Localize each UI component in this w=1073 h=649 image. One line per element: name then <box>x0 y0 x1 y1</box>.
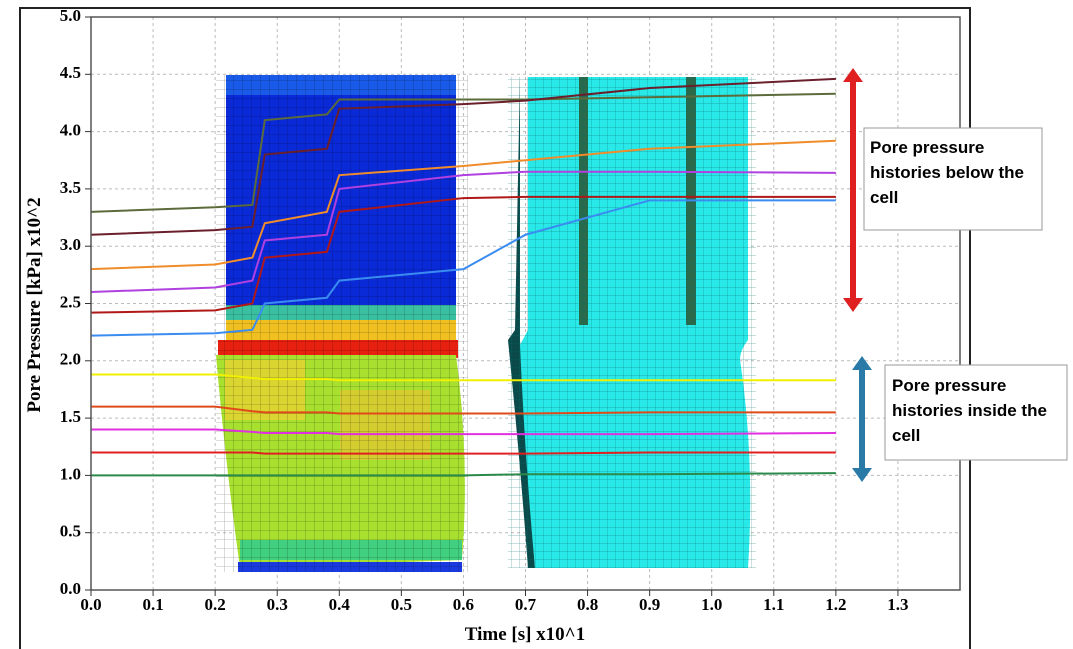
series-line <box>90 77 836 236</box>
x-tick-label: 0.8 <box>577 595 598 614</box>
series-line <box>91 428 836 436</box>
annotation: Pore pressure histories inside the cell <box>892 376 1047 445</box>
y-tick-label: 4.5 <box>60 63 81 82</box>
y-tick-label: 1.5 <box>60 407 81 426</box>
y-axis-label: Pore Pressure [kPa] x10^2 <box>24 197 45 412</box>
y-tick-label: 1.0 <box>60 464 81 483</box>
x-tick-label: 0.6 <box>453 595 474 614</box>
series-line <box>90 139 836 271</box>
mesh-left <box>216 75 468 572</box>
series-line <box>91 451 836 455</box>
x-tick-label: 0.5 <box>391 595 412 614</box>
series-line <box>91 405 836 415</box>
series-line <box>91 373 836 382</box>
x-tick-label: 0.4 <box>329 595 351 614</box>
x-tick-label: 1.3 <box>887 595 908 614</box>
y-tick-label: 2.0 <box>60 350 81 369</box>
x-tick-label: 1.2 <box>825 595 846 614</box>
annotation-wrap: Pore pressure histories below the cell <box>870 138 1024 207</box>
y-tick-label: 0.0 <box>60 579 81 598</box>
x-axis-label: Time [s] x10^1 <box>465 624 585 645</box>
y-tick-label: 3.5 <box>60 178 81 197</box>
series-line <box>90 92 836 213</box>
x-tick-label: 1.1 <box>763 595 784 614</box>
x-tick-label: 0.7 <box>515 595 537 614</box>
frame <box>19 7 971 649</box>
y-tick-label: 5.0 <box>60 6 81 25</box>
y-tick-label: 3.0 <box>60 235 81 254</box>
red-arrow <box>843 68 863 312</box>
blue-arrow <box>852 356 872 482</box>
x-tick-label: 0.2 <box>205 595 226 614</box>
x-tick-label: 0.9 <box>639 595 660 614</box>
x-tick-label: 0.3 <box>267 595 288 614</box>
annotation-box <box>863 127 1043 231</box>
x-tick-label: 1.0 <box>701 595 722 614</box>
series-line <box>90 170 836 294</box>
x-tick-label: 0.1 <box>142 595 163 614</box>
y-tick-label: 4.0 <box>60 121 81 140</box>
annotation-box <box>884 364 1068 461</box>
lines <box>90 77 836 477</box>
x-tick-label: 0.0 <box>80 595 101 614</box>
series-line <box>91 472 836 477</box>
series-line <box>90 195 836 314</box>
y-tick-label: 0.5 <box>60 522 81 541</box>
annotation-wrap: Pore pressure histories inside the cell <box>892 376 1047 445</box>
annotation: Pore pressure histories below the cell <box>870 138 1024 207</box>
y-tick-label: 2.5 <box>60 292 81 311</box>
series-line <box>90 199 836 337</box>
ticks: 0.0 0.1 0.2 0.3 0.4 0.5 0.6 0.7 0.8 0.9 1.0 1.1 1.2 1… <box>60 6 909 614</box>
